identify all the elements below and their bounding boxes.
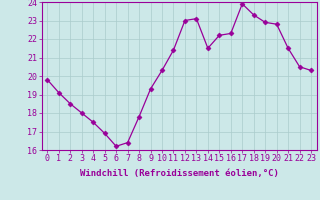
X-axis label: Windchill (Refroidissement éolien,°C): Windchill (Refroidissement éolien,°C) [80, 169, 279, 178]
